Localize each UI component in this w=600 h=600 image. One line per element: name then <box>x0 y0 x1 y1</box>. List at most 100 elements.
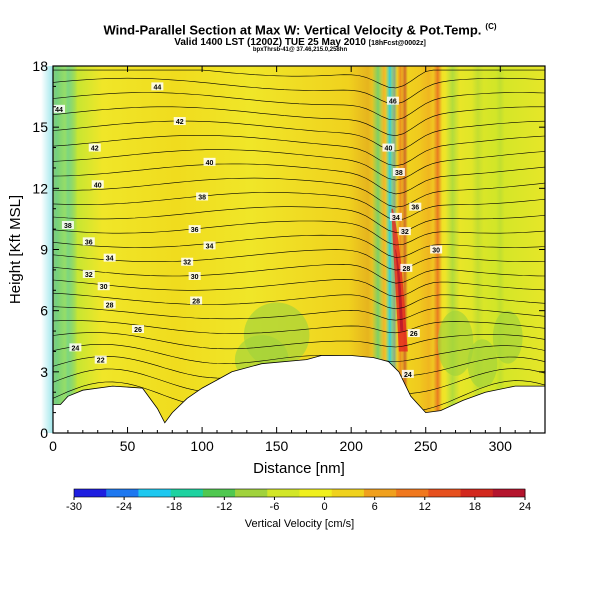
velocity-column <box>372 66 384 433</box>
isentrope-line <box>52 279 546 298</box>
contour-label-bg <box>382 143 395 152</box>
x-tick-label: 150 <box>265 438 289 454</box>
isentrope-label: 30 <box>432 248 440 255</box>
isentrope-label: 26 <box>410 331 418 338</box>
y-tick-label: 18 <box>32 58 48 74</box>
isentrope-label: 44 <box>153 84 161 91</box>
colorbar-label: Vertical Velocity [cm/s] <box>245 518 354 530</box>
y-tick-label: 0 <box>40 425 48 441</box>
isentrope-label: 28 <box>402 266 410 273</box>
valid-time: (1200Z) TUE 25 May 2010 <box>247 37 366 48</box>
colorbar-tick-label: 24 <box>519 501 531 513</box>
contour-label-bg <box>82 237 95 246</box>
isentrope-line <box>52 332 546 350</box>
colorbar-swatch <box>202 489 236 497</box>
isentrope-label: 32 <box>183 260 191 267</box>
colorbar-swatch <box>363 489 397 497</box>
isentrope-label: 30 <box>191 274 199 281</box>
contour-label-bg <box>88 143 101 152</box>
contour-label-bg <box>151 82 164 91</box>
chart-title: Wind-Parallel Section at Max W: Vertical… <box>0 22 600 37</box>
contour-label-bg <box>190 296 203 305</box>
colorbar-tick-label: 12 <box>419 501 431 513</box>
colorbar-swatch <box>170 489 204 497</box>
colorbar-swatch <box>428 489 462 497</box>
run-tag: [18hFcst@0002z] <box>368 40 426 47</box>
contour-label-bg <box>173 117 186 126</box>
contour-label-bg <box>181 257 194 266</box>
isentrope-label: 38 <box>198 194 206 201</box>
colorbar-swatch <box>106 489 139 497</box>
colorbar-tick-label: 6 <box>372 501 378 513</box>
velocity-column <box>401 66 408 433</box>
isentrope-label: 40 <box>206 160 214 167</box>
downdraft-cell <box>437 310 474 376</box>
contour-label-bg <box>188 272 201 281</box>
contour-label-bg <box>407 329 420 338</box>
isentrope-line <box>52 192 546 221</box>
colorbar-tick-label: 18 <box>469 501 481 513</box>
x-tick-label: 100 <box>190 438 214 454</box>
contour-label-bg <box>52 104 65 113</box>
y-tick-label: 12 <box>32 180 48 196</box>
colorbar-tick-label: -30 <box>66 501 82 513</box>
isentrope-line <box>52 149 546 181</box>
terrain <box>53 355 545 433</box>
isentrope-line <box>52 77 546 105</box>
colorbar-swatch <box>460 489 494 497</box>
isentrope-label: 42 <box>176 119 184 126</box>
y-tick-label: 15 <box>32 119 48 135</box>
contour-label-bg <box>188 225 201 234</box>
colorbar-tick-label: 0 <box>321 501 327 513</box>
contour-label-bg <box>386 96 399 105</box>
contour-label-bg <box>82 269 95 278</box>
contour-label-bg <box>203 157 216 166</box>
isentrope-line <box>52 135 546 167</box>
contour-label-bg <box>97 282 110 291</box>
isentrope-label: 36 <box>85 239 93 246</box>
downdraft-cell <box>492 310 523 364</box>
contour-label-bg <box>103 253 116 262</box>
colorbar-swatch <box>138 489 172 497</box>
velocity-column <box>445 66 461 433</box>
title-mark: (C) <box>485 22 497 31</box>
isentrope-line <box>52 234 546 258</box>
isentrope-line <box>52 344 546 365</box>
isentrope-line <box>52 263 546 284</box>
contour-label-bg <box>398 227 411 236</box>
isentrope-label: 36 <box>411 205 419 212</box>
colorbar-swatch <box>492 489 526 497</box>
velocity-column <box>471 66 484 433</box>
colorbar-tick-label: -18 <box>166 501 182 513</box>
contour-label-bg <box>103 300 116 309</box>
isentrope-line <box>52 320 546 334</box>
colorbar-swatch <box>299 489 333 497</box>
downdraft-cell <box>467 339 498 389</box>
contour-label-bg <box>131 325 144 334</box>
colorbar-tick-label: -12 <box>216 501 232 513</box>
contour-label-bg <box>392 168 405 177</box>
isentrope-line <box>52 220 546 246</box>
isentrope-line <box>52 177 546 208</box>
isentrope-label: 40 <box>385 146 393 153</box>
isentrope-line <box>52 292 546 310</box>
isentrope-line <box>52 206 546 233</box>
isentrope-label: 24 <box>71 345 79 352</box>
valid-label: Valid 1400 LST <box>174 37 245 48</box>
contour-label-bg <box>430 245 443 254</box>
isentrope-label: 38 <box>64 223 72 230</box>
isentrope-label: 26 <box>134 327 142 334</box>
x-tick-label: 50 <box>120 438 136 454</box>
valid-time-line: Valid 1400 LST (1200Z) TUE 25 May 2010 [… <box>0 37 600 48</box>
contour-label-bg <box>389 212 402 221</box>
y-tick-label: 3 <box>40 364 48 380</box>
contour-label-bg <box>61 221 74 230</box>
isentrope-line <box>53 69 545 89</box>
isentrope-label: 34 <box>206 243 214 250</box>
isentrope-label: 40 <box>94 182 102 189</box>
contour-label-bg <box>409 202 422 211</box>
colorbar-tick-label: -6 <box>270 501 280 513</box>
contour-label-bg <box>69 343 82 352</box>
isentrope-label: 32 <box>401 229 409 236</box>
velocity-column <box>385 66 395 433</box>
